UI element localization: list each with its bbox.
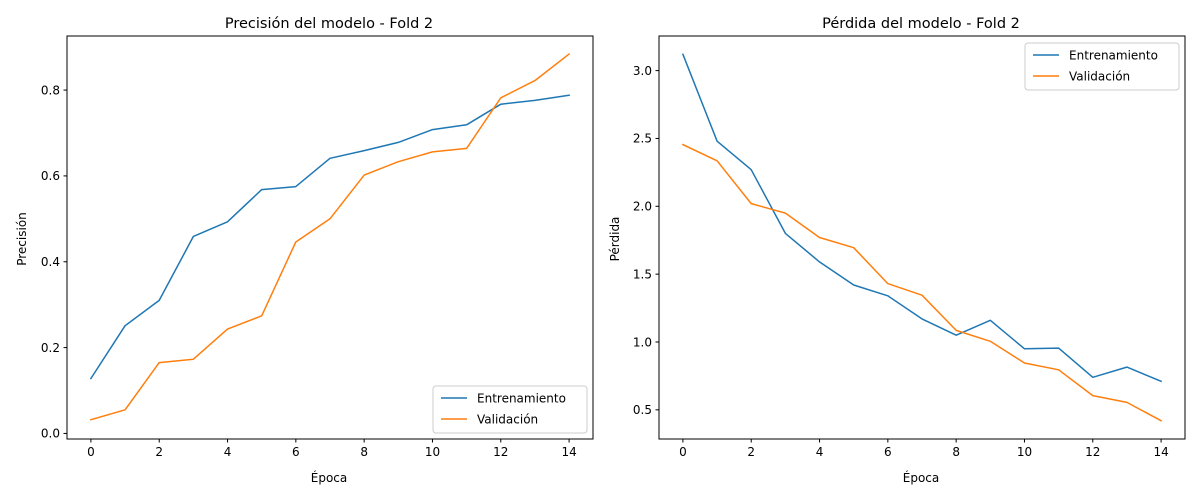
accuracy-x-axis-label: Época xyxy=(311,470,348,485)
loss-legend-label-val: Validación xyxy=(1069,70,1130,84)
loss-y-axis-label: Pérdida xyxy=(608,217,622,262)
loss-x-tick-label: 4 xyxy=(816,445,824,459)
loss-y-tick-label: 0.5 xyxy=(633,403,652,417)
accuracy-x-tick-label: 10 xyxy=(425,445,440,459)
accuracy-x-tick-label: 4 xyxy=(224,445,232,459)
loss-y-tick-label: 1.0 xyxy=(633,335,652,349)
accuracy-legend-box xyxy=(432,385,588,434)
accuracy-x-tick-label: 0 xyxy=(87,445,95,459)
loss-ticks: 0 2 4 6 8 10 12 14 0.5 1.0 1.5 2.0 2.5 3.0 xyxy=(633,64,1169,459)
accuracy-y-tick-label: 0.4 xyxy=(41,255,60,269)
loss-train-line xyxy=(681,53,1163,383)
loss-x-tick-label: 8 xyxy=(952,445,960,459)
accuracy-val-line xyxy=(89,52,571,421)
accuracy-plot-frame xyxy=(66,35,594,440)
loss-y-tick-label: 3.0 xyxy=(633,64,652,78)
accuracy-x-tick-label: 8 xyxy=(360,445,368,459)
loss-x-tick-label: 12 xyxy=(1085,445,1100,459)
loss-lines xyxy=(681,53,1163,422)
accuracy-y-tick-label: 0.8 xyxy=(41,83,60,97)
accuracy-chart: Precisión del modelo - Fold 2 Época Prec… xyxy=(15,16,594,485)
loss-x-tick-label: 6 xyxy=(884,445,892,459)
accuracy-lines xyxy=(89,52,571,421)
accuracy-x-tick-label: 2 xyxy=(155,445,163,459)
loss-y-tick-label: 2.5 xyxy=(633,132,652,146)
accuracy-y-tick-label: 0.2 xyxy=(41,341,60,355)
accuracy-x-tick-label: 6 xyxy=(292,445,300,459)
accuracy-x-tick-label: 14 xyxy=(561,445,576,459)
accuracy-legend: Entrenamiento Validación xyxy=(432,385,588,434)
accuracy-train-line xyxy=(89,94,570,380)
loss-x-tick-label: 14 xyxy=(1153,445,1168,459)
loss-plot-frame xyxy=(658,35,1186,440)
loss-chart-title: Pérdida del modelo - Fold 2 xyxy=(822,16,1020,32)
loss-x-tick-label: 10 xyxy=(1017,445,1032,459)
accuracy-chart-title: Precisión del modelo - Fold 2 xyxy=(225,16,433,32)
loss-x-axis-label: Época xyxy=(903,470,940,485)
accuracy-y-tick-label: 0.6 xyxy=(41,169,60,183)
accuracy-x-tick-label: 12 xyxy=(493,445,508,459)
loss-chart: Pérdida del modelo - Fold 2 Época Pérdid… xyxy=(608,16,1186,485)
loss-val-line xyxy=(681,143,1163,422)
loss-x-tick-label: 0 xyxy=(679,445,687,459)
loss-x-tick-label: 2 xyxy=(747,445,755,459)
loss-y-tick-label: 2.0 xyxy=(633,200,652,214)
loss-legend: Entrenamiento Validación xyxy=(1024,42,1180,91)
loss-legend-label-train: Entrenamiento xyxy=(1069,49,1158,63)
accuracy-ticks: 0 2 4 6 8 10 12 14 0.0 0.2 0.4 0.6 0.8 xyxy=(41,83,577,459)
loss-y-tick-label: 1.5 xyxy=(633,267,652,281)
loss-legend-box xyxy=(1024,42,1180,91)
accuracy-legend-label-val: Validación xyxy=(477,413,538,427)
accuracy-legend-label-train: Entrenamiento xyxy=(477,392,566,406)
accuracy-y-tick-label: 0.0 xyxy=(41,427,60,441)
accuracy-y-axis-label: Precisión xyxy=(15,212,29,266)
